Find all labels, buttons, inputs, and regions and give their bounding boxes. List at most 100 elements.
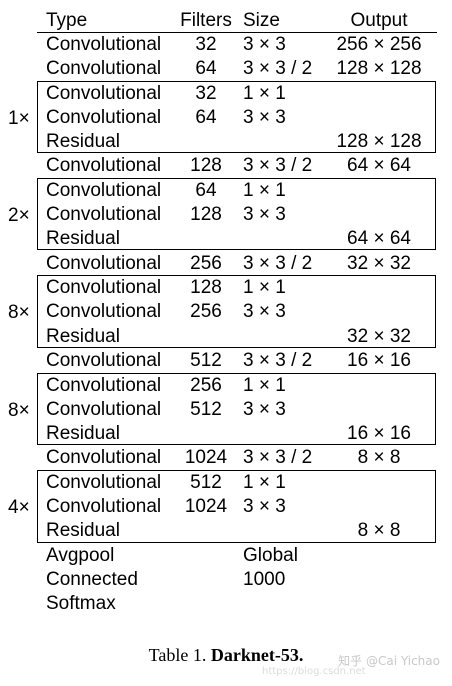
cell-output: 256 × 256 bbox=[336, 34, 422, 55]
cell-output: 64 × 64 bbox=[347, 228, 411, 249]
header-type: Type bbox=[46, 10, 88, 31]
table-header: Type Filters Size Output bbox=[0, 9, 452, 33]
cell-filters: 256 bbox=[190, 301, 222, 322]
cell-filters: 256 bbox=[190, 253, 222, 274]
cell-type: Convolutional bbox=[46, 375, 162, 396]
cell-type: Residual bbox=[46, 228, 120, 249]
cell-size: 3 × 3 bbox=[243, 107, 286, 128]
cell-output: 128 × 128 bbox=[336, 58, 422, 79]
cell-type: Connected bbox=[46, 569, 138, 590]
cell-filters: 1024 bbox=[184, 496, 228, 517]
cell-output: 32 × 32 bbox=[347, 326, 411, 347]
table-row: Convolutional 128 3 × 3 / 2 64 × 64 bbox=[0, 154, 452, 178]
cell-filters: 128 bbox=[190, 155, 222, 176]
residual-block-1 bbox=[37, 81, 436, 153]
cell-size: 1 × 1 bbox=[243, 180, 286, 201]
cell-filters: 32 bbox=[195, 83, 217, 104]
cell-size: 1 × 1 bbox=[243, 277, 286, 298]
header-output: Output bbox=[350, 10, 408, 31]
table-row: Convolutional 1024 3 × 3 bbox=[0, 495, 452, 519]
cell-output: 128 × 128 bbox=[336, 131, 422, 152]
header-rule bbox=[37, 32, 437, 33]
cell-output: 64 × 64 bbox=[347, 155, 411, 176]
cell-size: 3 × 3 bbox=[243, 496, 286, 517]
cell-type: Residual bbox=[46, 326, 120, 347]
cell-type: Softmax bbox=[46, 593, 116, 614]
cell-size: 3 × 3 / 2 bbox=[243, 350, 313, 371]
table-row: Convolutional 32 3 × 3 256 × 256 bbox=[0, 33, 452, 57]
table-caption: Table 1. Darknet-53. bbox=[0, 645, 452, 666]
cell-size: 3 × 3 / 2 bbox=[243, 253, 313, 274]
cell-filters: 1024 bbox=[184, 447, 228, 468]
table-row: Avgpool Global bbox=[0, 544, 452, 568]
cell-output: 8 × 8 bbox=[357, 447, 401, 468]
cell-type: Convolutional bbox=[46, 155, 162, 176]
watermark-url: https://blog.csdn.net bbox=[262, 666, 366, 677]
block-multiplier: 8× bbox=[8, 400, 30, 421]
cell-type: Convolutional bbox=[46, 58, 162, 79]
table-row: Residual 128 × 128 bbox=[0, 130, 452, 154]
cell-type: Convolutional bbox=[46, 472, 162, 493]
cell-type: Convolutional bbox=[46, 399, 162, 420]
cell-size: 3 × 3 / 2 bbox=[243, 58, 313, 79]
watermark-text: 知乎 @Cai Yichao bbox=[338, 654, 440, 668]
header-filters: Filters bbox=[180, 10, 232, 31]
cell-type: Residual bbox=[46, 423, 120, 444]
cell-size: 3 × 3 bbox=[243, 301, 286, 322]
cell-filters: 32 bbox=[195, 34, 217, 55]
table-row: Connected 1000 bbox=[0, 568, 452, 592]
table-row: Convolutional 512 3 × 3 bbox=[0, 398, 452, 422]
residual-block-5 bbox=[37, 470, 436, 543]
table-row: Residual 64 × 64 bbox=[0, 227, 452, 251]
cell-type: Convolutional bbox=[46, 277, 162, 298]
cell-filters: 128 bbox=[190, 204, 222, 225]
residual-block-4 bbox=[37, 373, 436, 445]
table-row: Convolutional 512 1 × 1 bbox=[0, 471, 452, 495]
cell-filters: 128 bbox=[190, 277, 222, 298]
cell-output: 8 × 8 bbox=[357, 520, 401, 541]
cell-size: 3 × 3 bbox=[243, 204, 286, 225]
table-row: Convolutional 128 1 × 1 bbox=[0, 276, 452, 300]
cell-filters: 256 bbox=[190, 375, 222, 396]
cell-type: Convolutional bbox=[46, 253, 162, 274]
caption-prefix: Table 1. bbox=[148, 645, 207, 665]
cell-filters: 64 bbox=[195, 58, 217, 79]
cell-size: 3 × 3 / 2 bbox=[243, 447, 313, 468]
caption-title: Darknet-53. bbox=[210, 645, 304, 665]
cell-size: 1 × 1 bbox=[243, 472, 286, 493]
table-row: Convolutional 1024 3 × 3 / 2 8 × 8 bbox=[0, 446, 452, 470]
table-row: Residual 8 × 8 bbox=[0, 519, 452, 543]
cell-filters: 64 bbox=[195, 107, 217, 128]
block-multiplier: 8× bbox=[8, 302, 30, 323]
cell-output: 32 × 32 bbox=[347, 253, 411, 274]
cell-size: 3 × 3 / 2 bbox=[243, 155, 313, 176]
table-row: Convolutional 128 3 × 3 bbox=[0, 203, 452, 227]
cell-size: Global bbox=[243, 545, 298, 566]
cell-type: Convolutional bbox=[46, 83, 162, 104]
cell-type: Convolutional bbox=[46, 447, 162, 468]
block-multiplier: 1× bbox=[8, 108, 30, 129]
table-row: Convolutional 256 3 × 3 / 2 32 × 32 bbox=[0, 252, 452, 276]
cell-type: Residual bbox=[46, 131, 120, 152]
cell-output: 16 × 16 bbox=[347, 423, 411, 444]
cell-size: 1000 bbox=[243, 569, 286, 590]
table-row: Convolutional 64 3 × 3 / 2 128 × 128 bbox=[0, 57, 452, 81]
cell-type: Avgpool bbox=[46, 545, 115, 566]
cell-output: 16 × 16 bbox=[347, 350, 411, 371]
cell-size: 1 × 1 bbox=[243, 375, 286, 396]
cell-size: 3 × 3 bbox=[243, 399, 286, 420]
cell-filters: 64 bbox=[195, 180, 217, 201]
cell-size: 3 × 3 bbox=[243, 34, 286, 55]
table-row: Convolutional 64 3 × 3 bbox=[0, 106, 452, 130]
table-row: Convolutional 256 3 × 3 bbox=[0, 300, 452, 324]
cell-filters: 512 bbox=[190, 399, 222, 420]
table-row: Residual 16 × 16 bbox=[0, 422, 452, 446]
table-row: Convolutional 512 3 × 3 / 2 16 × 16 bbox=[0, 349, 452, 373]
cell-type: Convolutional bbox=[46, 204, 162, 225]
cell-type: Convolutional bbox=[46, 301, 162, 322]
table-row: Softmax bbox=[0, 592, 452, 616]
cell-type: Residual bbox=[46, 520, 120, 541]
table-row: Convolutional 32 1 × 1 bbox=[0, 82, 452, 106]
cell-filters: 512 bbox=[190, 350, 222, 371]
header-size: Size bbox=[243, 10, 280, 31]
